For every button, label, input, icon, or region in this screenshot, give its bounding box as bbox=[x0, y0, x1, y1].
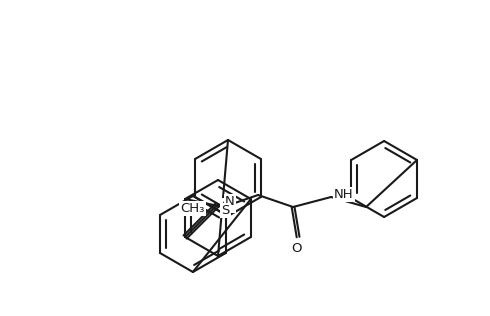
Text: CH₃: CH₃ bbox=[181, 202, 205, 215]
Text: Cl: Cl bbox=[221, 199, 235, 212]
Text: N: N bbox=[225, 195, 235, 208]
Text: NH: NH bbox=[334, 188, 354, 201]
Text: O: O bbox=[291, 242, 301, 255]
Text: S: S bbox=[221, 204, 229, 217]
